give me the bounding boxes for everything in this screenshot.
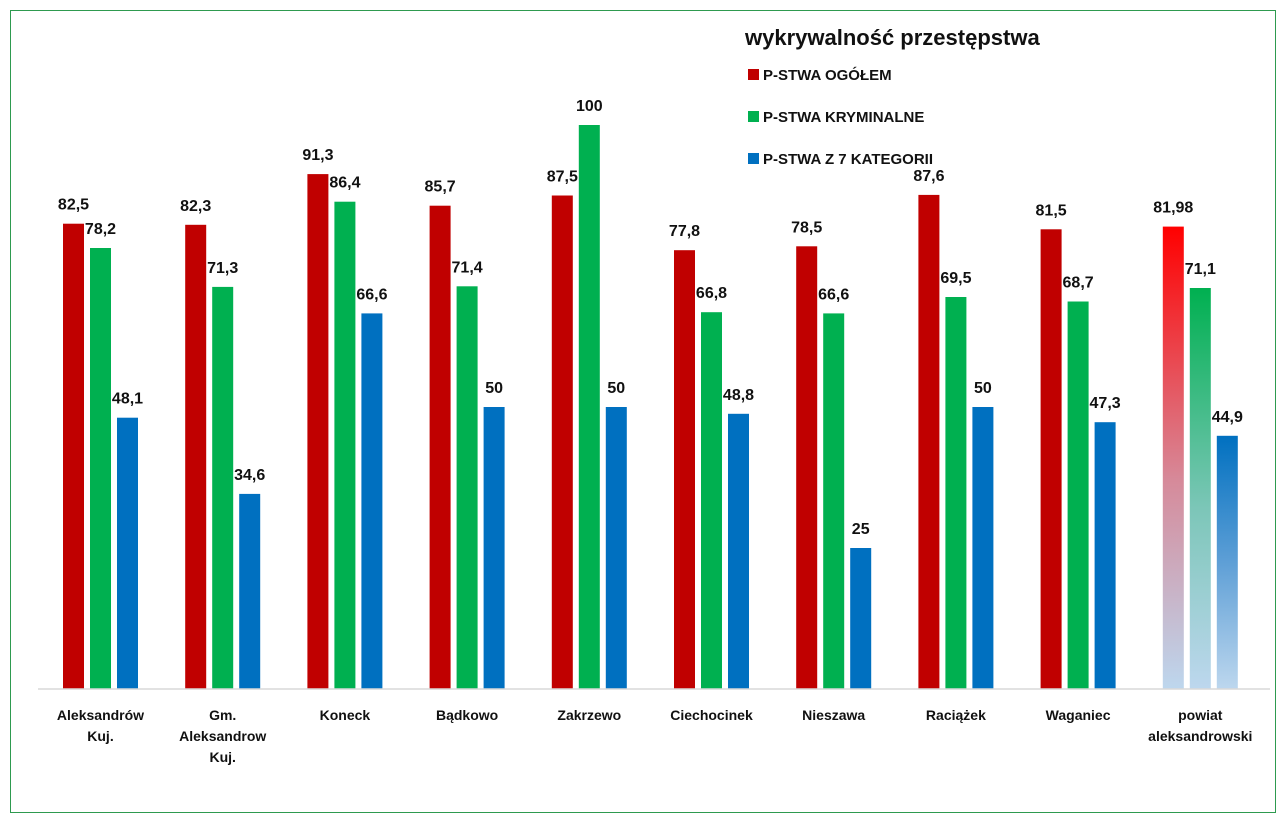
value-label-z7-kategorii-3: 50 [485,380,503,397]
value-label-kryminalne-0: 78,2 [85,221,116,238]
category-label-8: Waganiec [1046,707,1111,723]
chart-title: wykrywalność przestępstwa [744,25,1040,50]
bar-ogolem-7 [918,194,940,689]
category-label-7: Raciążek [926,707,986,723]
legend-label-z7-kategorii: P-STWA Z 7 KATEGORII [763,151,933,168]
bar-ogolem-0 [63,223,84,689]
value-label-kryminalne-4: 100 [576,98,603,115]
value-label-kryminalne-3: 71,4 [452,259,483,276]
legend-swatch-z7-kategorii [748,153,759,164]
bar-z7-kategorii-6 [850,548,872,689]
bar-kryminalne-9 [1189,288,1211,689]
legend-swatch-ogolem [748,69,759,80]
value-label-kryminalne-2: 86,4 [329,175,360,192]
bar-kryminalne-8 [1067,301,1089,689]
value-label-z7-kategorii-0: 48,1 [112,391,143,408]
category-label-line: Nieszawa [802,707,865,723]
bar-ogolem-1 [185,224,207,690]
bar-kryminalne-5 [701,312,722,689]
value-label-kryminalne-7: 69,5 [940,270,971,287]
value-label-z7-kategorii-5: 48,8 [723,387,754,404]
value-label-kryminalne-5: 66,8 [696,285,727,302]
bar-ogolem-8 [1040,229,1062,690]
legend-label-ogolem: P-STWA OGÓŁEM [763,66,892,84]
value-label-ogolem-5: 77,8 [669,223,700,240]
category-label-line: Bądkowo [436,707,498,723]
category-label-2: Koneck [320,707,371,723]
value-label-kryminalne-8: 68,7 [1063,275,1094,292]
bar-ogolem-2 [307,174,329,690]
category-label-0: Aleksandrów Kuj. [57,707,144,744]
category-label-line: Raciążek [926,707,986,723]
category-label-line: Zakrzewo [557,707,621,723]
legend: wykrywalność przestępstwa P-STWA OGÓŁEM P… [744,25,1040,168]
value-label-ogolem-6: 78,5 [791,219,822,236]
legend-label-kryminalne: P-STWA KRYMINALNE [763,109,924,126]
bar-kryminalne-3 [456,286,478,689]
value-label-ogolem-2: 91,3 [302,147,333,164]
value-label-ogolem-7: 87,6 [913,168,944,185]
category-label-line: aleksandrowski [1148,728,1252,744]
value-label-ogolem-9: 81,98 [1153,200,1193,217]
value-label-z7-kategorii-6: 25 [852,521,870,538]
bar-ogolem-5 [674,250,695,689]
category-label-1: Gm. Aleksandrow Kuj. [179,707,266,765]
category-label-line: Aleksandrów [57,707,144,723]
category-label-9: powiat aleksandrowski [1148,707,1252,744]
value-label-ogolem-1: 82,3 [180,198,211,215]
bar-z7-kategorii-0 [117,417,138,689]
bar-ogolem-3 [429,205,451,689]
bar-z7-kategorii-4 [605,407,627,689]
value-label-ogolem-8: 81,5 [1036,202,1067,219]
value-label-z7-kategorii-1: 34,6 [234,467,265,484]
category-label-6: Nieszawa [802,707,865,723]
bar-z7-kategorii-3 [483,407,505,689]
bar-ogolem-9 [1162,226,1184,689]
value-label-kryminalne-9: 71,1 [1185,261,1216,278]
value-label-ogolem-4: 87,5 [547,169,578,186]
value-label-kryminalne-1: 71,3 [207,260,238,277]
bar-kryminalne-0 [90,248,111,689]
value-label-ogolem-3: 85,7 [425,179,456,196]
value-label-kryminalne-6: 66,6 [818,286,849,303]
legend-swatch-kryminalne [748,111,759,122]
category-label-4: Zakrzewo [557,707,621,723]
category-label-line: Koneck [320,707,371,723]
bar-z7-kategorii-8 [1094,422,1116,689]
value-label-z7-kategorii-2: 66,6 [356,286,387,303]
bar-z7-kategorii-7 [972,407,994,689]
value-label-z7-kategorii-4: 50 [607,380,625,397]
category-label-5: Ciechocinek [670,707,753,723]
category-label-line: Aleksandrow [179,728,266,744]
value-label-z7-kategorii-7: 50 [974,380,992,397]
bar-kryminalne-1 [212,286,234,689]
bar-z7-kategorii-1 [239,493,261,689]
value-labels-layer: 82,5 78,2 48,1 82,3 71,3 34,6 91,3 86,4 66,6 85,7… [58,98,1243,538]
category-label-line: Kuj. [209,749,235,765]
bar-kryminalne-4 [578,125,600,689]
value-label-z7-kategorii-8: 47,3 [1090,395,1121,412]
bar-kryminalne-7 [945,297,967,689]
category-label-line: Kuj. [87,728,113,744]
bar-z7-kategorii-5 [728,413,749,689]
category-label-line: Waganiec [1046,707,1111,723]
category-label-line: Gm. [209,707,236,723]
bar-ogolem-6 [796,246,818,690]
bar-kryminalne-2 [334,201,356,689]
value-label-ogolem-0: 82,5 [58,197,89,214]
bar-kryminalne-6 [823,313,845,689]
bar-z7-kategorii-2 [361,313,383,689]
bar-z7-kategorii-9 [1216,435,1238,689]
category-label-3: Bądkowo [436,707,498,723]
value-label-z7-kategorii-9: 44,9 [1212,409,1243,426]
category-labels-layer: Aleksandrów Kuj. Gm. Aleksandrow Kuj. Koneck B… [57,707,1253,765]
bars-layer [63,125,1238,690]
category-label-line: powiat [1178,707,1223,723]
bar-ogolem-4 [551,195,573,689]
category-label-line: Ciechocinek [670,707,753,723]
